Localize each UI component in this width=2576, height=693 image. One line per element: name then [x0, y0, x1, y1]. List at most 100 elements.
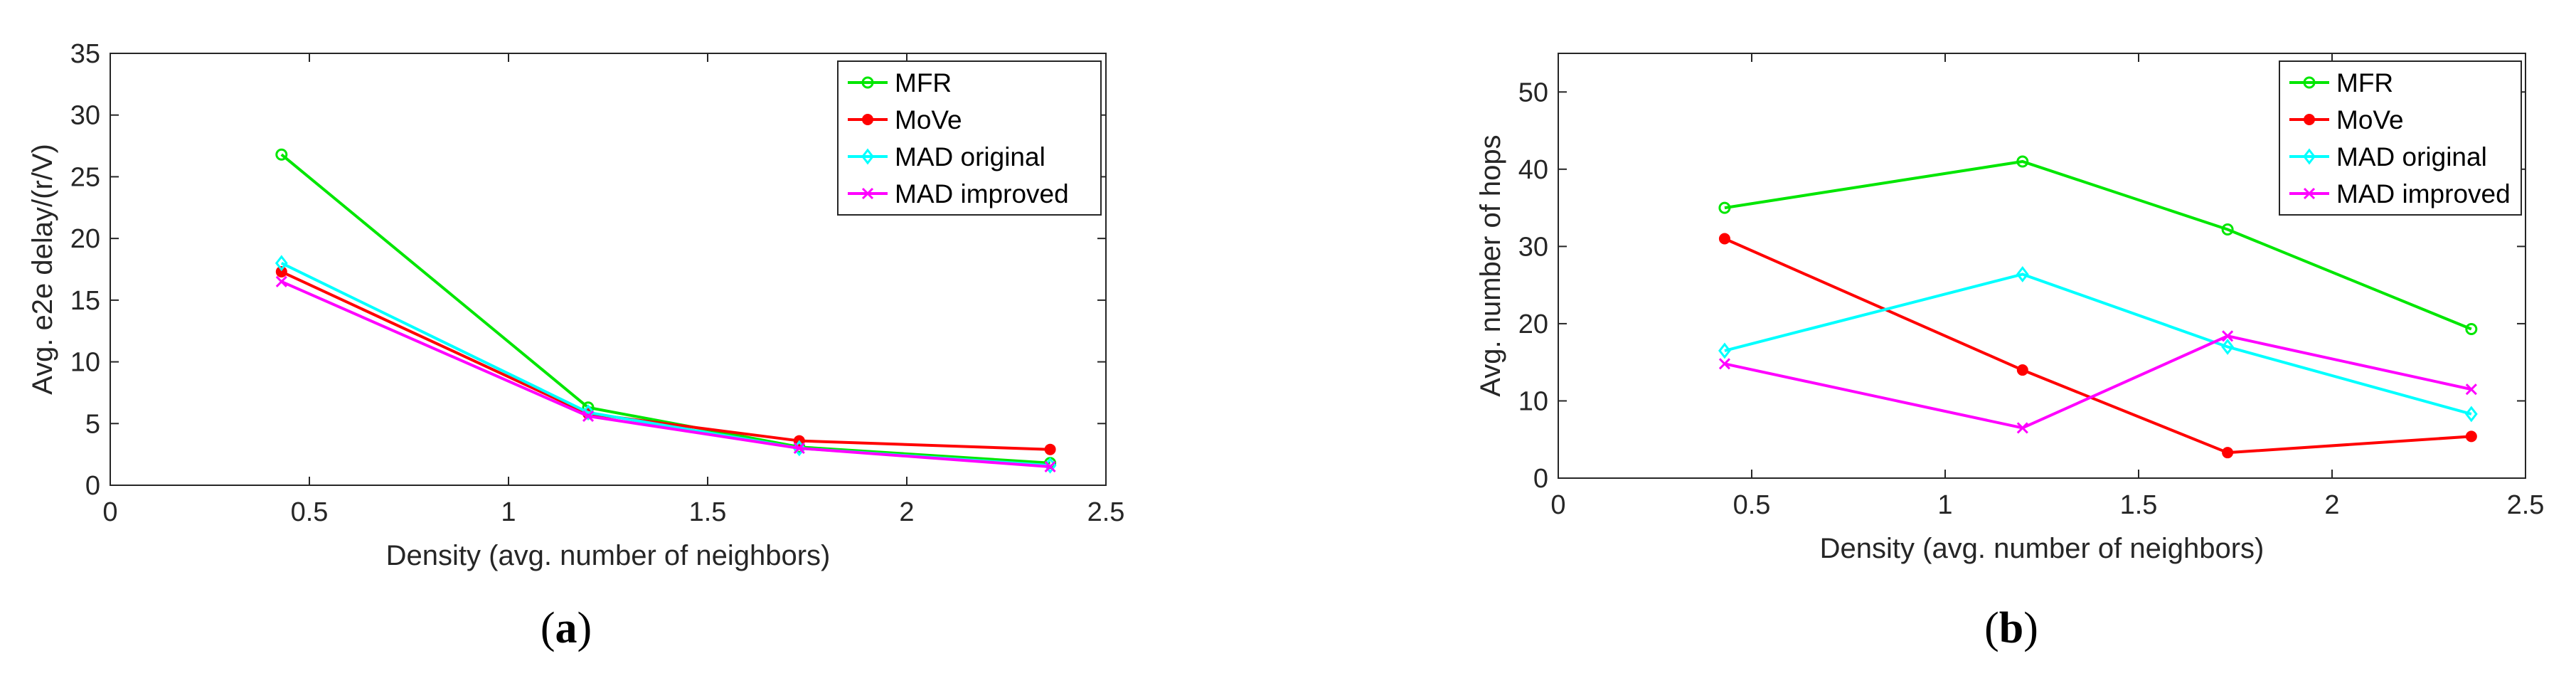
chart-b-y-tick-label: 40 — [1518, 155, 1548, 185]
chart-a-caption: (a) — [495, 603, 637, 654]
chart-a-series-line — [280, 280, 1050, 468]
chart-b-svg: 0 0.5 1 1.5 2 2.5 0 10 20 30 40 50 Density (avg. num… — [1475, 53, 2544, 564]
chart-b-data-point — [2465, 430, 2477, 443]
chart-b-data-point — [2221, 339, 2235, 355]
chart-a-y-tick-label: 30 — [70, 101, 100, 131]
chart-a-data-point — [275, 148, 288, 161]
chart-b-data-point — [2222, 447, 2234, 459]
chart-b-series-line — [1724, 237, 2471, 455]
chart-panel-a: 0 0.5 1 1.5 2 2.5 0 5 10 15 20 25 30 35 Density (avg. … — [27, 39, 1125, 654]
chart-a-data-point — [1044, 443, 1056, 455]
chart-b-legend: MFR MoVe MAD original MAD improved — [2279, 60, 2522, 216]
chart-a-legend-swatch-marker-stroke-2 — [861, 187, 874, 200]
chart-a-caption-close: ) — [577, 604, 592, 652]
chart-a-data-point — [275, 255, 288, 272]
chart-a-legend-label: MFR — [895, 68, 952, 97]
chart-a-x-tick-label: 2.5 — [1087, 497, 1125, 527]
chart-a-data-point-stroke-2 — [582, 410, 595, 422]
chart-a-x-tick-label: 0 — [102, 497, 117, 527]
chart-a-data-point — [582, 410, 595, 422]
chart-b-x-tick-label: 0.5 — [1733, 490, 1771, 520]
chart-a-legend-item: MAD improved — [848, 179, 1069, 208]
chart-b-series-line — [1724, 159, 2472, 331]
chart-b-caption-open: ( — [1984, 604, 1999, 652]
chart-a-y-tick-label: 5 — [85, 409, 100, 439]
chart-b-caption-letter: b — [1998, 604, 2024, 652]
chart-b-series-line — [1724, 273, 2472, 416]
chart-a-y-tick-label: 25 — [70, 162, 100, 192]
chart-a-y-tick-label: 15 — [70, 286, 100, 316]
chart-a-caption-letter: a — [555, 604, 578, 652]
chart-b-legend-swatch-marker — [2304, 114, 2315, 125]
chart-b-y-tick-label: 50 — [1518, 78, 1548, 107]
chart-b-legend-box — [2279, 60, 2522, 216]
chart-b-legend-swatch-marker — [2303, 148, 2316, 165]
chart-b-legend-item: MoVe — [2289, 105, 2404, 134]
chart-a-series-3 — [275, 275, 1056, 473]
chart-b-data-point-stroke-2 — [2222, 330, 2234, 342]
chart-a-data-point — [275, 275, 287, 287]
chart-a-legend-label: MAD improved — [895, 179, 1069, 208]
chart-b-y-tick-label: 10 — [1518, 386, 1548, 416]
chart-b-x-tick-label: 1 — [1937, 490, 1952, 520]
chart-b-data-point — [2222, 330, 2234, 342]
chart-b-legend-swatch-marker — [2303, 187, 2316, 200]
chart-b-x-tick-label: 0 — [1550, 490, 1565, 520]
chart-b-y-tick-label: 20 — [1518, 310, 1548, 339]
chart-b-legend-item: MAD original — [2289, 142, 2487, 171]
chart-a-y-tick-label: 0 — [85, 471, 100, 501]
chart-b-x-tick-label: 1.5 — [2120, 490, 2158, 520]
chart-a-data-point — [275, 265, 287, 277]
chart-a-x-tick-label: 2 — [899, 497, 914, 527]
chart-panel-b: 0 0.5 1 1.5 2 2.5 0 10 20 30 40 50 Density (avg. num… — [1288, 0, 2576, 693]
chart-b-legend-swatch-marker — [2303, 76, 2316, 89]
chart-b-legend-item: MFR — [2289, 68, 2393, 97]
chart-b-caption-close: ) — [2023, 604, 2038, 652]
chart-a-caption-open: ( — [540, 604, 555, 652]
chart-a-legend-swatch-marker — [862, 114, 873, 125]
chart-a-legend-label: MoVe — [895, 105, 962, 134]
chart-b-data-point — [1718, 342, 1731, 359]
chart-a-x-tick-label: 1.5 — [689, 497, 727, 527]
chart-b-data-point — [1718, 233, 1730, 245]
chart-a-svg: 0 0.5 1 1.5 2 2.5 0 5 10 15 20 25 30 35 Density (avg. … — [27, 39, 1125, 571]
chart-a-y-tick-label: 35 — [70, 39, 100, 69]
chart-a-legend-label: MAD original — [895, 142, 1045, 171]
chart-a-legend-item: MAD original — [848, 142, 1045, 171]
chart-a-x-axis-label: Density (avg. number of neighbors) — [386, 540, 831, 571]
chart-a-legend: MFR MoVe MAD original MAD improved — [837, 60, 1102, 216]
chart-b-data-point — [2016, 155, 2029, 168]
chart-a-legend-item: MoVe — [848, 105, 962, 134]
chart-a-x-tick-label: 0.5 — [291, 497, 329, 527]
chart-b-data-point — [2465, 383, 2477, 396]
chart-a-y-tick-label: 20 — [70, 224, 100, 254]
chart-b-data-point — [2016, 265, 2029, 282]
chart-b-legend-label: MoVe — [2336, 105, 2404, 134]
chart-b-x-tick-label: 2 — [2324, 490, 2339, 520]
chart-b-series-0 — [1718, 155, 2478, 336]
chart-b-caption: (b) — [1940, 603, 2082, 654]
chart-b-series-1 — [1718, 233, 2477, 459]
chart-a-legend-item: MFR — [848, 68, 952, 97]
chart-b-data-point-stroke-2 — [1718, 358, 1730, 370]
chart-b-series-3 — [1718, 330, 2477, 434]
chart-a-data-point-stroke-2 — [793, 442, 805, 455]
chart-b-y-tick-label: 30 — [1518, 232, 1548, 262]
chart-a-data-point — [793, 442, 805, 455]
chart-a-legend-swatch-marker — [861, 187, 874, 200]
chart-a-series-line — [280, 270, 1050, 451]
chart-b-data-point — [2016, 364, 2028, 376]
chart-b-y-tick-label: 0 — [1533, 464, 1548, 494]
chart-b-legend-label: MFR — [2336, 68, 2393, 97]
chart-a-y-axis-label: Avg. e2e delay/(r/V) — [27, 144, 58, 395]
chart-a-legend-box — [837, 60, 1102, 216]
chart-a-data-point — [1044, 460, 1056, 473]
chart-a-legend-swatch-marker — [861, 76, 874, 89]
chart-b-series-2 — [1718, 265, 2478, 423]
chart-a-legend-swatch-marker — [861, 148, 874, 165]
chart-b-legend-label: MAD improved — [2336, 179, 2511, 208]
chart-b-series-line — [1724, 334, 2472, 430]
chart-b-data-point — [1718, 358, 1730, 370]
chart-b-legend-item: MAD improved — [2289, 179, 2511, 208]
chart-b-data-point-stroke-2 — [2465, 383, 2477, 396]
